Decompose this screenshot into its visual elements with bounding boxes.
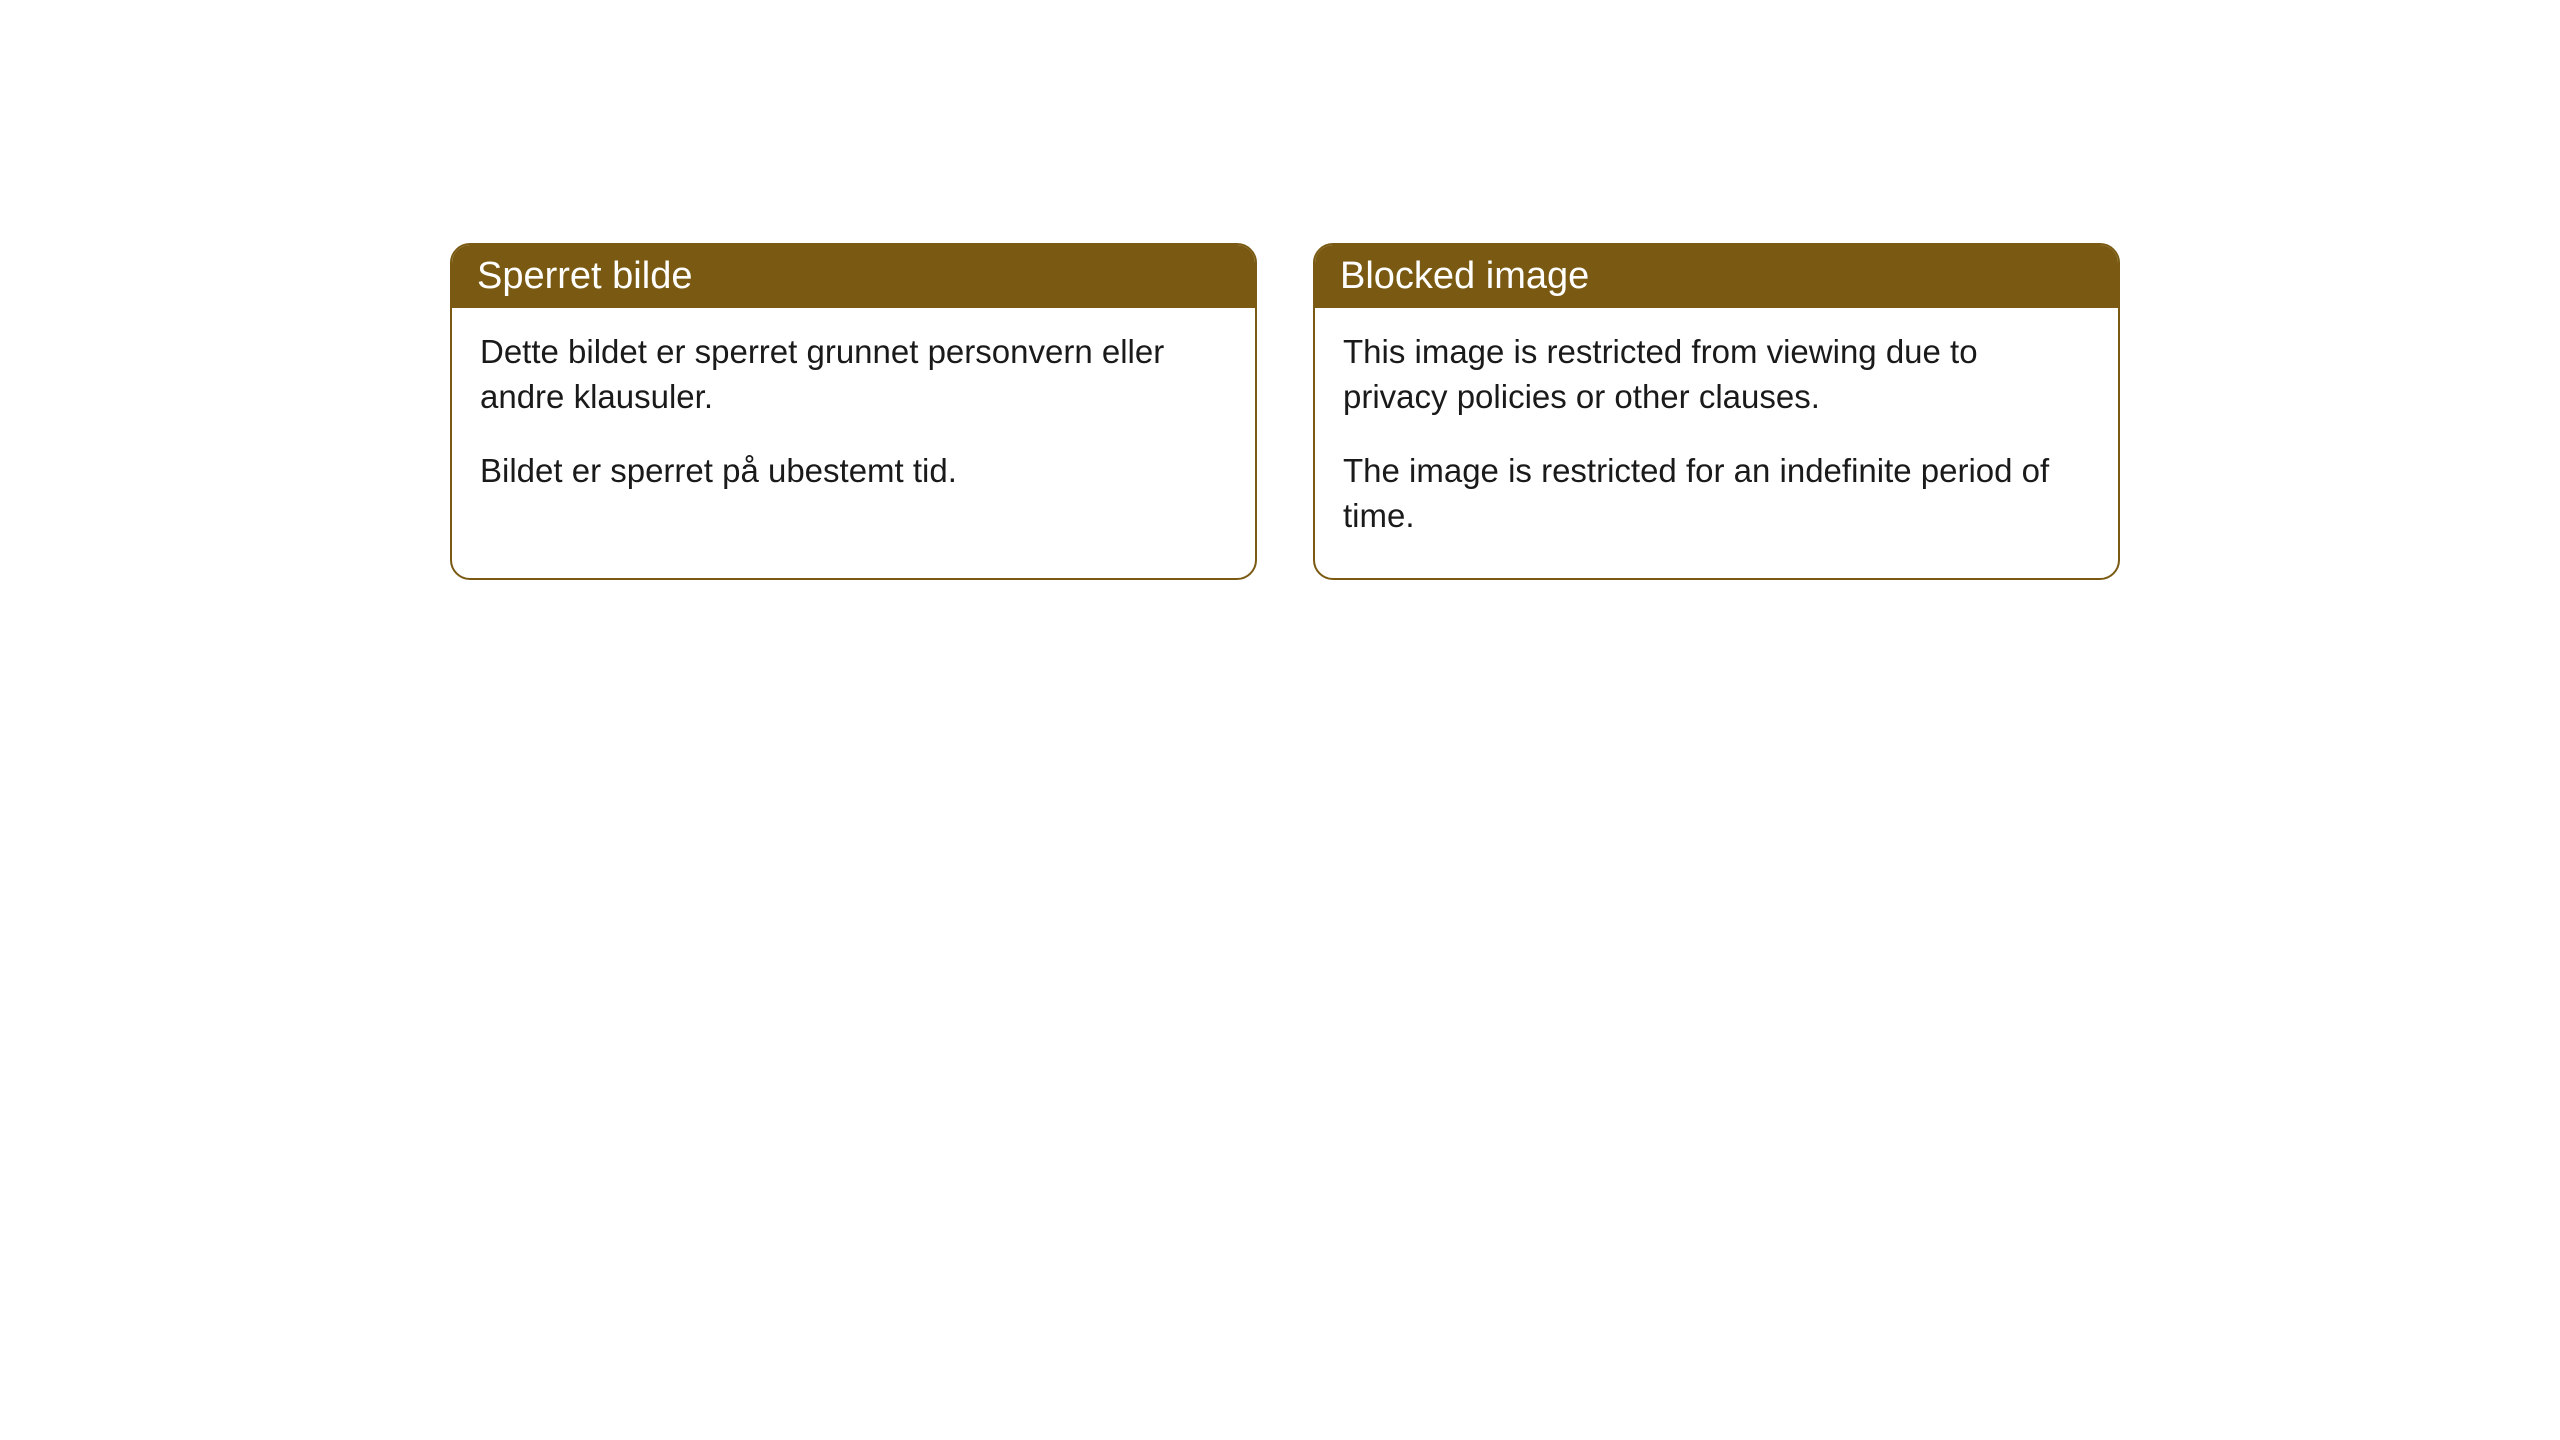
blocked-image-card-norwegian: Sperret bilde Dette bildet er sperret gr… <box>450 243 1257 580</box>
card-header: Sperret bilde <box>452 245 1255 308</box>
card-header: Blocked image <box>1315 245 2118 308</box>
card-paragraph: Dette bildet er sperret grunnet personve… <box>480 330 1227 419</box>
card-title: Blocked image <box>1340 255 1589 297</box>
card-paragraph: This image is restricted from viewing du… <box>1343 330 2090 419</box>
card-body: Dette bildet er sperret grunnet personve… <box>452 308 1255 534</box>
card-title: Sperret bilde <box>477 255 692 297</box>
card-paragraph: Bildet er sperret på ubestemt tid. <box>480 449 1227 494</box>
card-body: This image is restricted from viewing du… <box>1315 308 2118 578</box>
notice-cards-container: Sperret bilde Dette bildet er sperret gr… <box>0 0 2560 580</box>
card-paragraph: The image is restricted for an indefinit… <box>1343 449 2090 538</box>
blocked-image-card-english: Blocked image This image is restricted f… <box>1313 243 2120 580</box>
